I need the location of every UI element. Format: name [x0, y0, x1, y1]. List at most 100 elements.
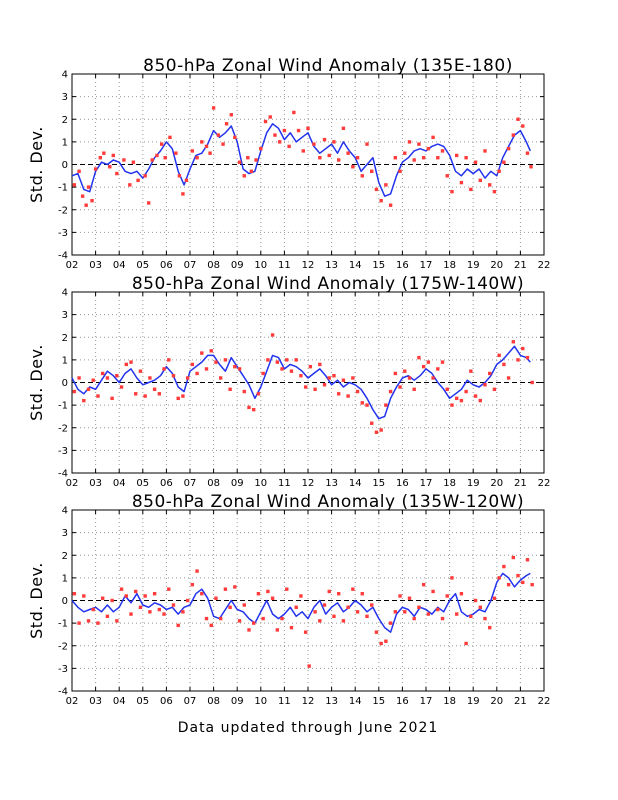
- monthly-anomaly-point: [136, 178, 140, 183]
- monthly-anomaly-point: [412, 158, 416, 162]
- monthly-anomaly-point: [459, 398, 464, 403]
- smoothed-anomaly-line: [71, 572, 531, 633]
- monthly-anomaly-point: [86, 185, 91, 189]
- x-tick-label: 19: [467, 696, 480, 707]
- y-tick-label: 3: [62, 92, 68, 103]
- monthly-anomaly-point: [138, 369, 143, 373]
- monthly-anomaly-point: [521, 346, 525, 351]
- monthly-anomaly-point: [204, 616, 209, 621]
- monthly-anomaly-point: [299, 594, 303, 598]
- x-tick-label: 06: [160, 260, 173, 271]
- monthly-anomaly-point: [266, 358, 270, 362]
- y-tick-label: 2: [62, 551, 68, 562]
- monthly-anomaly-point: [355, 156, 360, 160]
- x-tick-label: 20: [490, 260, 503, 271]
- monthly-anomaly-point: [96, 621, 100, 625]
- monthly-anomaly-point: [129, 612, 133, 616]
- x-tick-label: 14: [349, 696, 362, 707]
- y-tick-label: -4: [58, 469, 68, 480]
- monthly-anomaly-point: [478, 178, 482, 183]
- y-tick-label: -2: [58, 205, 68, 216]
- x-tick-label: 13: [325, 696, 338, 707]
- monthly-anomaly-point: [346, 605, 350, 609]
- y-tick-label: 1: [62, 137, 68, 148]
- monthly-anomaly-point: [346, 151, 350, 155]
- monthly-anomaly-point: [327, 153, 331, 158]
- monthly-anomaly-point: [469, 614, 473, 619]
- monthly-anomaly-point: [529, 165, 533, 169]
- monthly-anomaly-point: [525, 151, 530, 155]
- monthly-anomaly-point: [167, 587, 171, 591]
- monthly-anomaly-point: [168, 135, 172, 140]
- monthly-anomaly-point: [270, 333, 275, 337]
- monthly-anomaly-point: [426, 612, 431, 616]
- monthly-anomaly-point: [77, 376, 81, 380]
- monthly-anomaly-point: [355, 389, 360, 394]
- monthly-anomaly-point: [86, 619, 91, 623]
- monthly-anomaly-point: [469, 187, 473, 192]
- monthly-anomaly-point: [327, 376, 331, 380]
- x-tick-label: 04: [113, 478, 126, 489]
- monthly-anomaly-point: [431, 135, 435, 140]
- monthly-anomaly-point: [275, 628, 280, 632]
- monthly-anomaly-point: [246, 156, 250, 160]
- monthly-anomaly-point: [473, 598, 478, 603]
- x-tick-label: 22: [538, 478, 551, 489]
- monthly-anomaly-point: [450, 576, 454, 580]
- monthly-anomaly-point: [80, 194, 85, 198]
- monthly-anomaly-point: [332, 140, 336, 144]
- monthly-anomaly-point: [128, 183, 132, 187]
- monthly-anomaly-point: [521, 124, 525, 128]
- monthly-anomaly-point: [469, 369, 473, 373]
- monthly-anomaly-point: [379, 428, 383, 432]
- monthly-anomaly-point: [96, 394, 100, 398]
- monthly-anomaly-point: [72, 183, 77, 187]
- monthly-anomaly-point: [259, 146, 263, 151]
- monthly-anomaly-point: [407, 596, 412, 600]
- monthly-anomaly-point: [216, 133, 221, 137]
- monthly-anomaly-point: [497, 353, 501, 358]
- monthly-anomaly-point: [502, 160, 506, 164]
- y-tick-label: 0: [62, 378, 68, 389]
- monthly-anomaly-point: [398, 594, 402, 598]
- monthly-anomaly-point: [143, 594, 147, 598]
- monthly-anomaly-point: [516, 573, 520, 578]
- monthly-anomaly-point: [247, 405, 251, 410]
- monthly-anomaly-point: [299, 374, 303, 378]
- monthly-anomaly-point: [313, 610, 317, 614]
- y-tick-label: 3: [62, 528, 68, 539]
- y-axis-label: Std. Dev.: [27, 562, 46, 639]
- monthly-anomaly-point: [185, 376, 190, 380]
- monthly-anomaly-point: [407, 376, 412, 380]
- monthly-anomaly-point: [162, 612, 166, 616]
- monthly-anomaly-point: [163, 156, 167, 160]
- x-tick-label: 20: [490, 696, 503, 707]
- monthly-anomaly-point: [530, 380, 534, 385]
- monthly-anomaly-point: [351, 587, 355, 591]
- y-tick-label: -1: [58, 619, 68, 630]
- monthly-anomaly-point: [204, 144, 209, 149]
- monthly-anomaly-point: [155, 153, 159, 158]
- x-tick-label: 03: [89, 478, 102, 489]
- monthly-anomaly-point: [374, 630, 379, 634]
- monthly-anomaly-point: [421, 582, 426, 587]
- x-tick-label: 08: [207, 696, 220, 707]
- monthly-anomaly-point: [122, 158, 126, 162]
- monthly-anomaly-point: [370, 603, 374, 607]
- y-tick-label: -2: [58, 641, 68, 652]
- monthly-anomaly-point: [176, 623, 180, 628]
- monthly-anomaly-point: [322, 603, 327, 607]
- monthly-anomaly-point: [403, 369, 407, 373]
- monthly-anomaly-point: [190, 149, 195, 153]
- monthly-anomaly-point: [157, 607, 162, 612]
- monthly-anomaly-point: [148, 610, 152, 614]
- monthly-anomaly-point: [341, 378, 346, 382]
- monthly-anomaly-point: [525, 355, 530, 360]
- monthly-anomaly-point: [261, 616, 265, 621]
- x-tick-label: 02: [66, 478, 79, 489]
- x-tick-label: 11: [278, 696, 291, 707]
- monthly-anomaly-point: [502, 564, 506, 569]
- x-tick-label: 13: [325, 478, 338, 489]
- monthly-anomaly-point: [143, 174, 147, 178]
- monthly-anomaly-point: [148, 376, 152, 380]
